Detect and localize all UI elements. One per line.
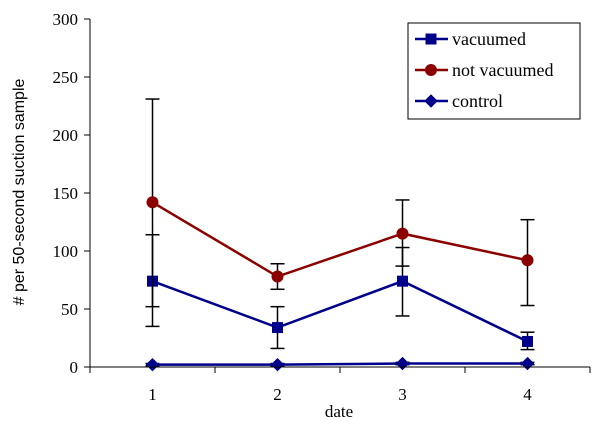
x-tick-label: 4	[523, 385, 532, 404]
data-point	[397, 275, 408, 287]
series-vacuumed	[145, 234, 535, 351]
series-line	[152, 362, 528, 366]
series-control	[145, 356, 535, 372]
y-tick-label: 100	[53, 242, 79, 261]
legend-marker	[425, 64, 437, 76]
legend-item: vacuumed	[415, 29, 526, 49]
x-tick-label: 2	[273, 385, 282, 404]
legend-label: not vacuumed	[452, 60, 553, 80]
legend-label: control	[452, 91, 503, 111]
y-axis-title: # per 50-second suction sample	[11, 79, 28, 306]
plot-area	[145, 98, 535, 372]
data-point	[271, 270, 284, 283]
x-tick-label: 3	[398, 385, 407, 404]
data-point	[272, 322, 283, 334]
legend-marker	[424, 94, 438, 108]
series-not-vacuumed	[145, 98, 535, 308]
legend-item: control	[415, 91, 503, 111]
axes: 0 50 100 150 200 250 300 1 2 3 4	[53, 10, 591, 404]
y-tick-label: 250	[53, 68, 79, 87]
data-point	[520, 356, 535, 371]
y-tick-label: 50	[61, 300, 78, 319]
data-point	[396, 227, 409, 240]
legend-marker	[425, 33, 437, 45]
series-line	[152, 279, 529, 343]
y-tick-label: 0	[70, 358, 79, 377]
data-point	[270, 357, 285, 372]
x-tick-label: 1	[148, 385, 157, 404]
x-axis-title: date	[325, 402, 353, 421]
legend: vacuumed not vacuumed control	[407, 22, 581, 120]
data-point	[522, 335, 533, 347]
legend-label: vacuumed	[452, 29, 526, 49]
y-tick-label: 200	[53, 126, 79, 145]
data-point	[395, 356, 410, 371]
y-tick-label: 300	[53, 10, 79, 29]
data-point	[521, 254, 534, 267]
legend-item: not vacuumed	[415, 60, 553, 80]
series-line	[151, 201, 528, 278]
data-point	[146, 196, 159, 209]
y-tick-label: 150	[53, 184, 79, 203]
data-point	[145, 357, 160, 372]
